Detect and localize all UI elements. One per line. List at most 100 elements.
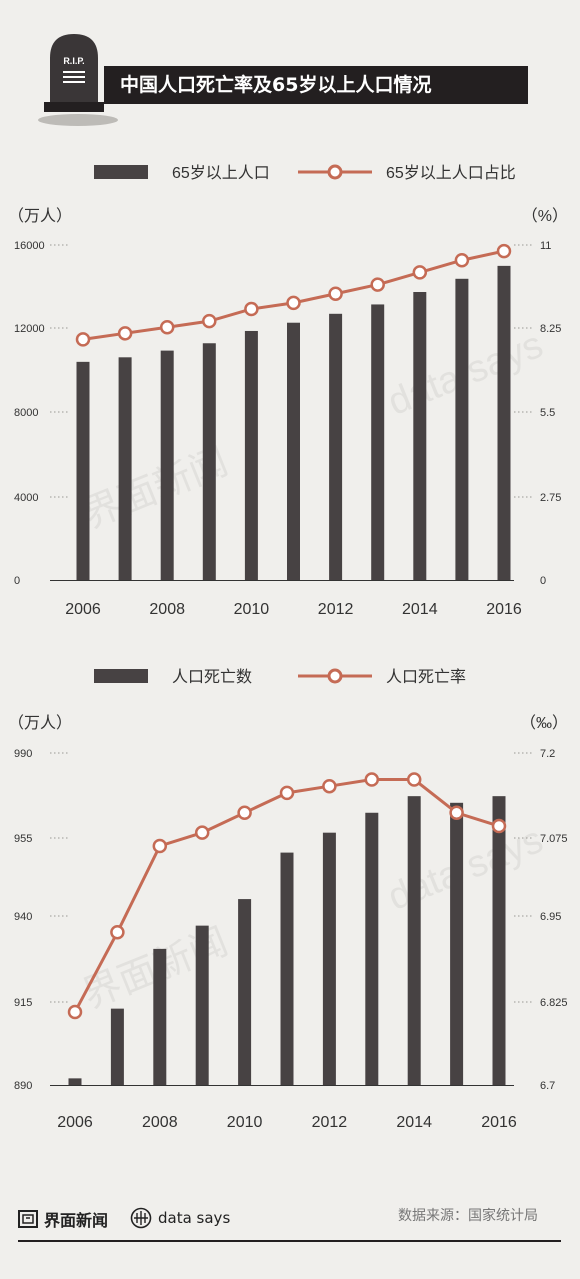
- footer-datasays-text: data says: [158, 1209, 231, 1227]
- x-tick-label: 2012: [312, 1114, 348, 1131]
- x-tick-label: 2006: [65, 601, 101, 618]
- x-tick-label: 2010: [234, 601, 270, 618]
- left-axis-unit: （万人）: [8, 207, 72, 225]
- left-tick-label: 915: [14, 997, 32, 1009]
- x-tick-label: 2006: [57, 1114, 93, 1131]
- datasays-logo-icon: [130, 1207, 152, 1229]
- line-point: [449, 805, 464, 821]
- bar: [110, 1008, 124, 1085]
- legend-line-label: 人口死亡率: [386, 668, 466, 686]
- line-point: [491, 818, 507, 834]
- left-tick-label: 955: [14, 833, 32, 845]
- data-source: 数据来源：国家统计局: [398, 1208, 538, 1224]
- line-point: [67, 1004, 83, 1020]
- line-point: [110, 925, 125, 940]
- left-tick-label: 990: [14, 748, 32, 760]
- bar: [497, 265, 511, 580]
- right-tick-label: 6.7: [540, 1080, 555, 1092]
- left-tick-label: 0: [14, 575, 20, 587]
- left-tick-label: 12000: [14, 323, 45, 335]
- line-point: [194, 825, 210, 840]
- left-tick-label: 8000: [14, 407, 38, 419]
- bar: [68, 1078, 82, 1085]
- right-tick-label: 5.5: [540, 407, 555, 419]
- right-tick-label: 8.25: [540, 323, 561, 335]
- legend-line-marker: [327, 164, 343, 180]
- line-point: [152, 838, 168, 854]
- bar: [238, 899, 252, 1085]
- left-tick-label: 890: [14, 1080, 32, 1092]
- bar: [450, 802, 464, 1085]
- line-point: [322, 778, 337, 794]
- left-tick-label: 940: [14, 911, 32, 923]
- right-tick-label: 6.95: [540, 911, 561, 923]
- x-tick-label: 2014: [402, 601, 438, 618]
- x-tick-label: 2014: [396, 1114, 432, 1131]
- line-point: [370, 277, 385, 292]
- tombstone-text: R.I.P.: [63, 56, 84, 66]
- right-tick-label: 11: [540, 240, 551, 252]
- bar: [287, 322, 300, 580]
- bar: [244, 330, 258, 580]
- bar: [365, 812, 379, 1085]
- left-axis-unit: （万人）: [8, 714, 72, 732]
- x-tick-label: 2016: [481, 1114, 517, 1131]
- right-tick-label: 6.825: [540, 997, 568, 1009]
- legend-bar-swatch: [94, 669, 148, 683]
- tombstone-icon: R.I.P.: [38, 34, 118, 126]
- line-point: [159, 319, 175, 335]
- x-tick-label: 2016: [486, 601, 522, 618]
- line-point: [117, 326, 133, 341]
- right-tick-label: 7.2: [540, 748, 555, 760]
- title-bar: [104, 66, 528, 104]
- bar: [202, 343, 216, 580]
- left-tick-label: 16000: [14, 240, 45, 252]
- bar: [322, 832, 336, 1085]
- bar: [455, 278, 469, 580]
- bar: [329, 313, 343, 580]
- line-point: [496, 243, 512, 259]
- bar: [492, 796, 506, 1085]
- x-tick-label: 2008: [149, 601, 185, 618]
- line-point: [244, 301, 259, 317]
- jiemian-logo-icon: [18, 1210, 38, 1228]
- footer-logo-text: 界面新闻: [44, 1211, 109, 1230]
- right-tick-label: 2.75: [540, 492, 561, 504]
- line-point: [328, 286, 343, 301]
- x-tick-label: 2010: [227, 1114, 263, 1131]
- bar: [371, 304, 385, 580]
- line-point: [75, 332, 91, 347]
- bar: [153, 948, 167, 1085]
- line-point: [202, 313, 217, 329]
- watermark-text: data says: [382, 819, 549, 919]
- bar: [195, 925, 209, 1085]
- legend-line-marker: [327, 668, 343, 684]
- x-tick-label: 2012: [318, 601, 354, 618]
- legend-bar-label: 65岁以上人口: [172, 164, 270, 182]
- right-axis-unit: （%）: [522, 207, 568, 225]
- line-point: [454, 252, 470, 268]
- right-tick-label: 0: [540, 575, 546, 587]
- bar: [280, 852, 294, 1085]
- line-point: [412, 265, 428, 280]
- bar: [407, 796, 421, 1085]
- footer-datasays: data says: [130, 1207, 230, 1229]
- bar: [118, 357, 132, 580]
- footer-divider: [18, 1240, 561, 1242]
- line-point: [237, 805, 252, 821]
- legend-bar-label: 人口死亡数: [172, 668, 252, 686]
- bar: [160, 350, 174, 580]
- legend-line-label: 65岁以上人口占比: [386, 164, 516, 182]
- line-point: [286, 295, 301, 311]
- x-tick-label: 2008: [142, 1114, 178, 1131]
- line-point: [364, 772, 380, 787]
- footer-logo: 界面新闻: [18, 1207, 108, 1231]
- bar: [413, 292, 427, 580]
- bar: [76, 361, 90, 580]
- left-tick-label: 4000: [14, 492, 38, 504]
- right-axis-unit: （‰）: [520, 714, 568, 732]
- page-title: 中国人口死亡率及65岁以上人口情况: [120, 74, 432, 96]
- line-point: [279, 785, 295, 801]
